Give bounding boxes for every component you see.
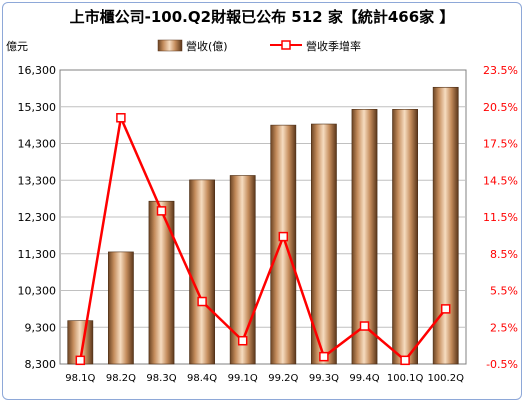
bar: [229, 175, 256, 365]
x-tick-label: 100.1Q: [387, 373, 424, 384]
bar: [432, 86, 459, 365]
y-left-tick-label: 16,300: [18, 64, 57, 77]
growth-point: [359, 321, 370, 331]
bar: [189, 179, 215, 365]
bar: [270, 124, 297, 365]
y-right-tick-label: 5.5%: [490, 285, 518, 298]
y-left-tick-label: 13,300: [18, 174, 57, 187]
y-right-tick-label: 8.5%: [490, 248, 518, 261]
y-right-tick-label: 23.5%: [483, 64, 518, 77]
growth-point: [440, 304, 451, 314]
y-left-tick-label: 15,300: [18, 101, 57, 114]
y-left-tick-label: 8,300: [25, 358, 57, 371]
x-tick-label: 98.4Q: [187, 373, 217, 384]
y-right-tick-label: 20.5%: [483, 101, 518, 114]
growth-point: [156, 206, 167, 216]
legend-swatch-marker: [281, 40, 291, 50]
y-right-tick-label: 2.5%: [490, 321, 518, 334]
bar: [108, 251, 134, 365]
y-left-tick-label: 9,300: [25, 321, 57, 334]
growth-point: [237, 335, 248, 346]
legend-label-bar: 營收(億): [186, 39, 228, 53]
y-right-tick-label: 11.5%: [483, 211, 518, 224]
x-tick-label: 99.3Q: [309, 373, 339, 384]
y-right-tick-label: -0.5%: [486, 358, 518, 371]
growth-point: [278, 231, 289, 242]
y-left-tick-label: 12,300: [18, 211, 57, 224]
y-left-tick-label: 14,300: [18, 138, 57, 151]
x-tick-label: 99.2Q: [268, 373, 298, 384]
legend-label-line: 營收季增率: [306, 39, 361, 53]
x-tick-label: 99.4Q: [349, 373, 379, 384]
y-left-tick-label: 11,300: [18, 248, 57, 261]
y-right-tick-label: 17.5%: [483, 138, 518, 151]
x-tick-label: 99.1Q: [228, 373, 258, 384]
x-tick-label: 100.2Q: [427, 373, 464, 384]
legend-swatch-bar: [157, 39, 183, 52]
chart-title: 上市櫃公司-100.Q2財報已公布 512 家【統計466家 】: [70, 8, 455, 26]
bar: [392, 109, 418, 365]
x-tick-label: 98.2Q: [106, 373, 136, 384]
growth-point: [75, 355, 86, 366]
x-tick-label: 98.3Q: [146, 373, 176, 384]
growth-point: [319, 351, 329, 362]
y-left-unit: 億元: [6, 40, 28, 53]
growth-point: [116, 113, 126, 123]
growth-point: [197, 296, 207, 307]
x-tick-label: 98.1Q: [65, 373, 95, 384]
bar: [148, 200, 175, 365]
y-right-tick-label: 14.5%: [483, 174, 518, 187]
y-left-tick-label: 10,300: [18, 285, 57, 298]
growth-point: [400, 355, 410, 366]
growth-line: [79, 113, 447, 363]
bar: [311, 123, 337, 365]
